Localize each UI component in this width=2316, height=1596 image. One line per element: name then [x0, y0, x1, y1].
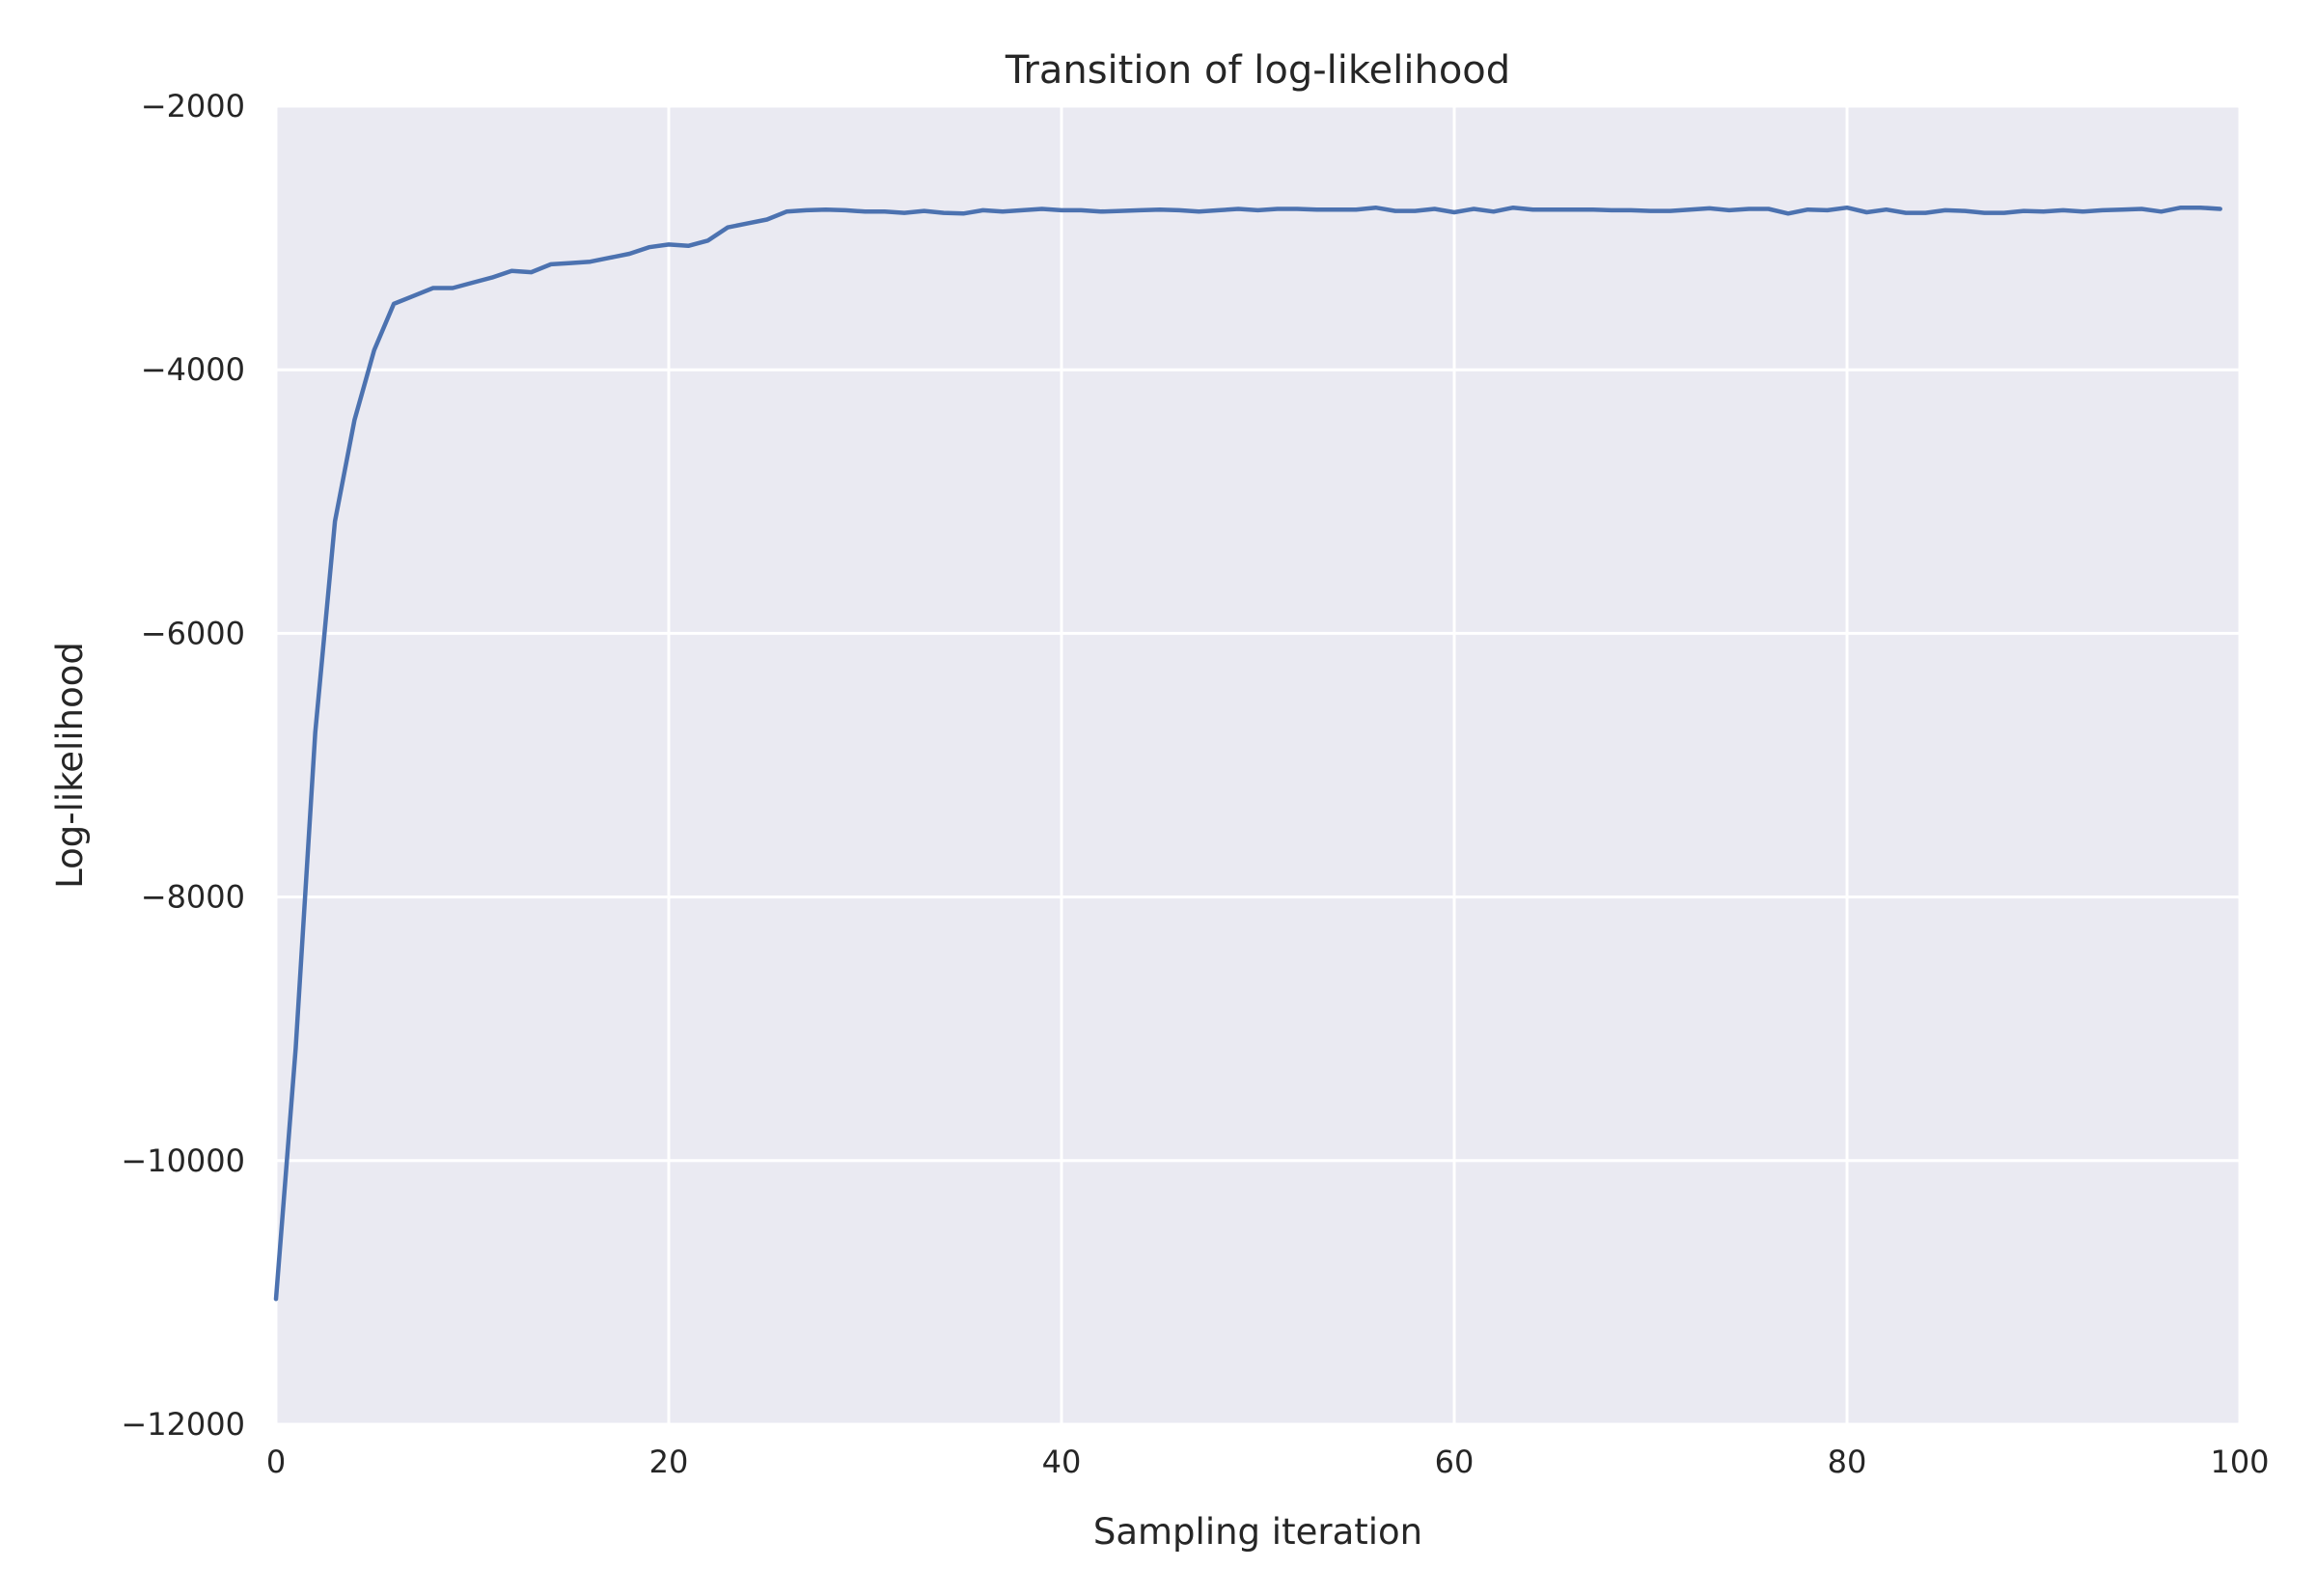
series-line [273, 205, 2222, 1302]
x-tick-label: 60 [1435, 1444, 1475, 1480]
chart-title: Transition of log-likelihood [1005, 48, 1510, 93]
x-tick-label: 40 [1042, 1444, 1082, 1480]
y-tick-labels: −12000 −10000 −8000 −6000 −4000 −2000 [121, 88, 245, 1443]
y-tick-label: −4000 [141, 351, 245, 388]
x-tick-label: 20 [649, 1444, 689, 1480]
plot-background [276, 106, 2240, 1424]
series-layer [273, 205, 2222, 1302]
y-tick-label: −6000 [141, 615, 245, 651]
x-axis-label: Sampling iteration [1093, 1511, 1422, 1553]
y-axis-label: Log-likelihood [49, 642, 91, 889]
x-tick-labels: 0 20 40 60 80 100 [266, 1444, 2270, 1480]
x-tick-label: 0 [266, 1444, 286, 1480]
x-tick-label: 100 [2210, 1444, 2269, 1480]
y-tick-label: −12000 [121, 1406, 245, 1443]
y-tick-label: −8000 [141, 879, 245, 916]
y-tick-label: −2000 [141, 88, 245, 124]
y-tick-label: −10000 [121, 1142, 245, 1179]
grid-lines [274, 104, 2242, 1426]
x-tick-label: 80 [1828, 1444, 1867, 1480]
